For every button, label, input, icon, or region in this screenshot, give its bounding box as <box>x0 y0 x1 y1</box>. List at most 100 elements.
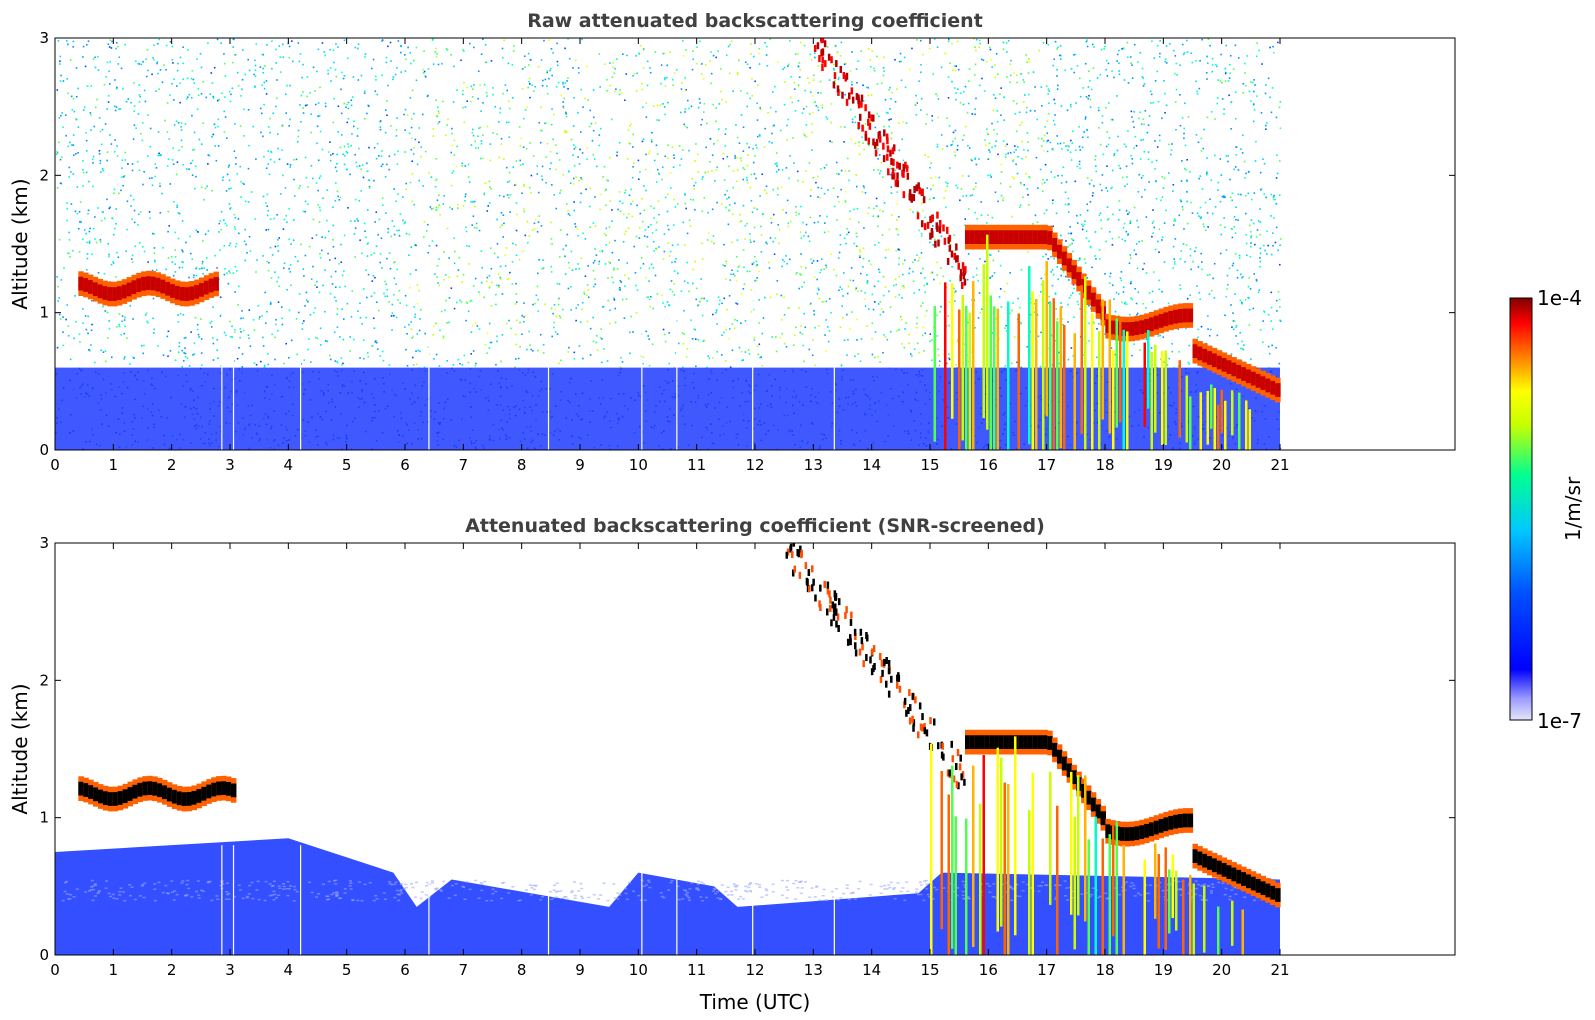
noise-pixel <box>229 207 231 210</box>
noise-pixel <box>426 223 429 226</box>
noise-pixel <box>699 102 701 104</box>
noise-pixel <box>1265 128 1267 130</box>
noise-pixel <box>898 263 900 266</box>
noise-pixel <box>477 97 480 100</box>
noise-pixel <box>946 182 949 185</box>
noise-pixel <box>232 61 234 64</box>
noise-pixel <box>239 165 242 168</box>
noise-pixel <box>250 191 253 193</box>
noise-pixel <box>297 135 300 138</box>
noise-pixel <box>1132 120 1134 123</box>
noise-pixel <box>989 174 992 177</box>
noise-pixel <box>472 215 475 217</box>
noise-pixel <box>645 276 647 279</box>
noise-pixel <box>780 186 783 188</box>
noise-pixel <box>151 73 153 76</box>
noise-pixel <box>550 48 553 50</box>
noise-pixel <box>351 290 354 292</box>
noise-pixel <box>898 60 901 63</box>
noise-pixel <box>277 147 279 150</box>
noise-pixel <box>72 97 75 100</box>
noise-pixel <box>366 162 368 165</box>
noise-pixel <box>944 190 947 192</box>
noise-pixel <box>721 334 723 337</box>
noise-pixel <box>148 177 151 180</box>
noise-pixel <box>1181 160 1183 162</box>
noise-pixel <box>241 78 244 81</box>
noise-pixel <box>1051 269 1054 271</box>
noise-pixel <box>739 90 742 92</box>
noise-pixel <box>268 261 270 264</box>
noise-pixel <box>1119 167 1122 170</box>
noise-pixel <box>1000 163 1002 166</box>
noise-pixel <box>293 159 295 161</box>
noise-pixel <box>762 317 765 319</box>
noise-pixel <box>322 197 324 200</box>
noise-pixel <box>368 105 370 108</box>
noise-pixel <box>773 253 776 256</box>
noise-pixel <box>515 293 518 295</box>
noise-pixel <box>573 201 575 203</box>
noise-pixel <box>310 278 313 280</box>
noise-pixel <box>911 355 913 357</box>
noise-pixel <box>68 176 71 178</box>
noise-pixel <box>564 129 567 132</box>
noise-pixel <box>843 339 846 342</box>
noise-pixel <box>642 356 645 358</box>
noise-pixel <box>182 62 184 65</box>
noise-pixel <box>1044 163 1047 166</box>
noise-pixel <box>1237 169 1240 171</box>
noise-pixel <box>486 352 488 354</box>
noise-pixel <box>645 189 647 192</box>
noise-pixel <box>959 92 962 95</box>
noise-pixel <box>904 328 906 330</box>
noise-pixel <box>1168 357 1171 360</box>
noise-pixel <box>427 68 430 70</box>
noise-pixel <box>286 84 288 87</box>
noise-pixel <box>673 270 676 272</box>
noise-pixel <box>974 63 977 66</box>
noise-pixel <box>1252 222 1255 225</box>
noise-pixel <box>422 185 424 187</box>
noise-pixel <box>979 42 981 45</box>
noise-pixel <box>499 278 502 280</box>
noise-pixel <box>641 88 644 91</box>
noise-pixel <box>588 125 591 128</box>
noise-pixel <box>469 300 472 303</box>
noise-pixel <box>623 191 626 194</box>
noise-pixel <box>499 226 502 229</box>
noise-pixel <box>366 243 369 245</box>
noise-pixel <box>107 95 110 97</box>
noise-pixel <box>947 315 950 317</box>
noise-pixel <box>61 112 64 114</box>
noise-pixel <box>116 155 119 157</box>
noise-pixel <box>465 319 467 322</box>
noise-pixel <box>756 102 758 105</box>
noise-pixel <box>732 90 734 92</box>
noise-pixel <box>511 63 514 66</box>
noise-pixel <box>504 254 506 257</box>
noise-pixel <box>673 157 676 159</box>
noise-pixel <box>521 333 523 336</box>
noise-pixel <box>898 216 900 218</box>
noise-pixel <box>988 46 991 49</box>
noise-pixel <box>663 333 666 336</box>
noise-pixel <box>107 242 110 245</box>
noise-pixel <box>994 97 997 99</box>
noise-pixel <box>1068 279 1070 281</box>
noise-pixel <box>1279 238 1282 240</box>
noise-pixel <box>577 67 580 69</box>
noise-pixel <box>678 145 681 147</box>
noise-pixel <box>342 338 345 341</box>
noise-pixel <box>681 366 684 369</box>
noise-pixel <box>241 353 244 355</box>
noise-pixel <box>113 105 116 107</box>
noise-pixel <box>537 349 539 352</box>
noise-pixel <box>916 210 919 213</box>
noise-pixel <box>1272 196 1275 199</box>
noise-pixel <box>536 173 539 175</box>
noise-pixel <box>393 277 396 280</box>
noise-pixel <box>844 200 847 203</box>
noise-pixel <box>902 273 904 276</box>
noise-pixel <box>149 217 151 220</box>
